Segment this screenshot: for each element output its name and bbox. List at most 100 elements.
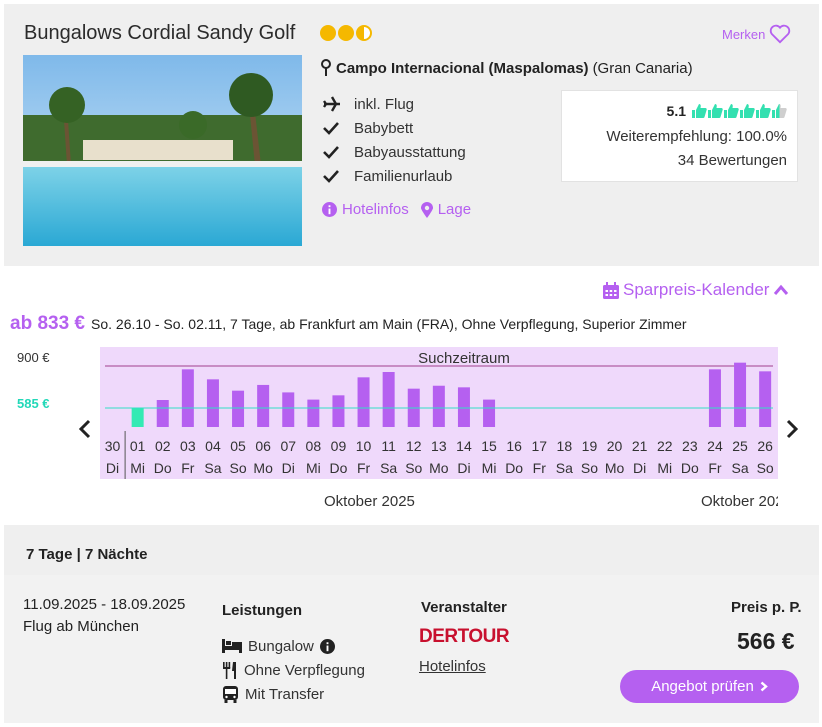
day-number[interactable]: 11 (381, 438, 396, 454)
weekday-label[interactable]: Sa (380, 460, 397, 476)
weekday-label[interactable]: Do (154, 460, 172, 476)
price-bar[interactable] (457, 387, 470, 427)
price-bar[interactable] (232, 390, 245, 427)
day-number[interactable]: 07 (280, 438, 296, 454)
weekday-label[interactable]: Fr (357, 460, 371, 476)
info-icon[interactable] (319, 638, 335, 654)
weekday-label[interactable]: Di (106, 460, 119, 476)
price-bar[interactable] (382, 372, 395, 427)
price-bar[interactable] (257, 384, 270, 427)
calendar-icon (603, 281, 619, 299)
price-bar[interactable] (759, 371, 772, 427)
weekday-label[interactable]: Di (457, 460, 470, 476)
day-number[interactable]: 14 (456, 438, 472, 454)
month-label: Oktober 2025 (701, 493, 778, 510)
cutlery-icon (223, 661, 236, 679)
weekday-label[interactable]: Fr (181, 460, 195, 476)
hotel-image[interactable] (23, 55, 302, 246)
day-number[interactable]: 13 (431, 438, 447, 454)
weekday-label[interactable]: Mo (253, 460, 273, 476)
feature-label: inkl. Flug (354, 95, 415, 113)
offer-hotelinfos-link[interactable]: Hotelinfos (419, 658, 486, 675)
price-bar[interactable] (206, 379, 219, 427)
y-label-max: 900 € (17, 350, 50, 365)
price-bar[interactable] (432, 385, 445, 427)
rating-box[interactable]: 5.1 Weiterempfehlung: 100.0% 34 Bewertun… (561, 90, 798, 182)
weekday-label[interactable]: Fr (533, 460, 547, 476)
price-bar[interactable] (156, 400, 169, 427)
price-bar[interactable] (131, 408, 144, 427)
day-number[interactable]: 20 (607, 438, 623, 454)
price-bar[interactable] (332, 395, 345, 427)
leistung-label: Ohne Verpflegung (244, 661, 365, 679)
day-number[interactable]: 05 (230, 438, 246, 454)
weekday-label[interactable]: Mi (657, 460, 672, 476)
feature-item: Familienurlaub (322, 164, 466, 188)
day-number[interactable]: 10 (356, 438, 372, 454)
weekday-label[interactable]: So (757, 460, 774, 476)
thumb-up-icon (724, 104, 739, 118)
day-number[interactable]: 17 (531, 438, 547, 454)
day-number[interactable]: 21 (632, 438, 648, 454)
weekday-label[interactable]: Sa (204, 460, 221, 476)
price-bar[interactable] (734, 362, 747, 427)
weekday-label[interactable]: Fr (708, 460, 722, 476)
weekday-label[interactable]: Do (505, 460, 523, 476)
leistung-label: Bungalow (248, 637, 314, 655)
travel-dates: 11.09.2025 - 18.09.2025 (23, 596, 186, 613)
day-number[interactable]: 16 (506, 438, 522, 454)
weekday-label[interactable]: Mi (482, 460, 497, 476)
weekday-label[interactable]: Do (329, 460, 347, 476)
chevron-right-icon[interactable] (785, 419, 799, 445)
weekday-label[interactable]: Mi (306, 460, 321, 476)
day-number[interactable]: 15 (481, 438, 497, 454)
hotelinfos-link[interactable]: Hotelinfos (322, 201, 409, 218)
star-icon (320, 25, 336, 41)
day-number[interactable]: 04 (205, 438, 221, 454)
weekday-label[interactable]: Mo (605, 460, 625, 476)
weekday-label[interactable]: Mi (130, 460, 145, 476)
day-number[interactable]: 25 (732, 438, 748, 454)
price-bar[interactable] (708, 369, 721, 427)
weekday-label[interactable]: Sa (731, 460, 748, 476)
merken-label: Merken (722, 26, 766, 42)
price-bar[interactable] (282, 392, 295, 427)
weekday-label[interactable]: Sa (556, 460, 573, 476)
day-number[interactable]: 01 (130, 438, 146, 454)
hotel-features: inkl. Flug Babybett Babyausstattung Fami… (322, 92, 466, 188)
hotel-name[interactable]: Bungalows Cordial Sandy Golf (24, 22, 296, 44)
weekday-label[interactable]: Do (681, 460, 699, 476)
price-bar[interactable] (483, 399, 496, 427)
day-number[interactable]: 18 (557, 438, 573, 454)
weekday-label[interactable]: Mo (429, 460, 449, 476)
weekday-label[interactable]: Di (282, 460, 295, 476)
day-number[interactable]: 08 (306, 438, 322, 454)
day-number[interactable]: 24 (707, 438, 723, 454)
day-number[interactable]: 02 (155, 438, 171, 454)
day-number[interactable]: 19 (582, 438, 598, 454)
day-number[interactable]: 06 (255, 438, 271, 454)
day-number[interactable]: 26 (757, 438, 773, 454)
day-number[interactable]: 12 (406, 438, 422, 454)
price-bar[interactable] (357, 377, 370, 427)
weekday-label[interactable]: So (405, 460, 422, 476)
weekday-label[interactable]: So (581, 460, 598, 476)
day-number[interactable]: 03 (180, 438, 196, 454)
weekday-label[interactable]: Di (633, 460, 646, 476)
angebot-pruefen-button[interactable]: Angebot prüfen (620, 670, 799, 703)
day-number[interactable]: 22 (657, 438, 673, 454)
leistungen-title: Leistungen (222, 602, 303, 619)
price-bar[interactable] (181, 369, 194, 427)
chevron-left-icon[interactable] (78, 419, 92, 445)
weekday-label[interactable]: So (229, 460, 246, 476)
price-bar[interactable] (307, 399, 320, 427)
lage-link[interactable]: Lage (420, 201, 471, 218)
feature-label: Babyausstattung (354, 143, 466, 161)
y-label-min: 585 € (17, 396, 50, 411)
check-icon (322, 144, 354, 160)
day-number[interactable]: 30 (105, 438, 121, 454)
merken-button[interactable]: Merken (722, 24, 791, 44)
sparpreis-kalender-toggle[interactable]: Sparpreis-Kalender (603, 280, 789, 300)
day-number[interactable]: 09 (331, 438, 347, 454)
day-number[interactable]: 23 (682, 438, 698, 454)
